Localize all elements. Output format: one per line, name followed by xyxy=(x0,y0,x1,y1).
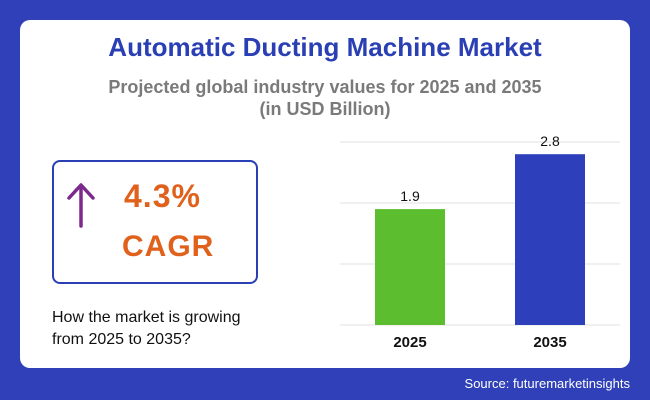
subtitle-line-1: Projected global industry values for 202… xyxy=(108,77,542,97)
growth-question: How the market is growing from 2025 to 2… xyxy=(52,307,292,351)
x-tick-label-2025: 2025 xyxy=(393,334,426,351)
question-line-2: from 2025 to 2035? xyxy=(52,331,191,348)
source-text: Source: futuremarketinsights xyxy=(464,376,630,391)
infographic-card: Automatic Ducting Machine Market Project… xyxy=(20,20,630,368)
data-label-2025: 1.9 xyxy=(400,188,420,204)
cagr-box: 4.3% CAGR xyxy=(52,160,258,284)
bar-2025 xyxy=(375,209,445,325)
bar-2035 xyxy=(515,154,585,325)
arrow-up-icon xyxy=(67,183,95,228)
question-line-1: How the market is growing xyxy=(52,309,241,326)
cagr-label: CAGR xyxy=(122,230,215,263)
data-label-2035: 2.8 xyxy=(540,133,560,149)
x-tick-label-2035: 2035 xyxy=(533,334,566,351)
cagr-value: 4.3% xyxy=(124,178,201,214)
bar-chart: 1.9 2025 2.8 2035 xyxy=(340,133,620,351)
subtitle-line-2: (in USD Billion) xyxy=(259,99,391,119)
subtitle: Projected global industry values for 202… xyxy=(20,76,630,120)
page-title: Automatic Ducting Machine Market xyxy=(108,32,542,62)
